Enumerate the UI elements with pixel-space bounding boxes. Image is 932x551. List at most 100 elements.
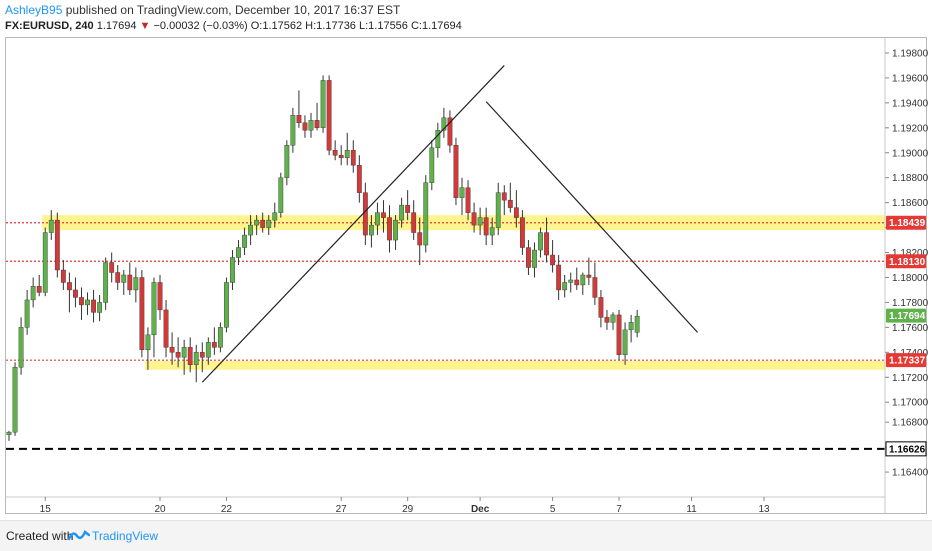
candle: [85, 292, 90, 315]
candle: [326, 75, 332, 156]
price-change: −0.00032 (−0.03%): [153, 20, 248, 32]
candle-body: [574, 279, 580, 286]
candle-body: [284, 145, 290, 178]
candle: [181, 339, 187, 375]
author-link[interactable]: AshleyB95: [5, 3, 63, 17]
candle: [163, 299, 169, 358]
candle: [453, 137, 459, 206]
candle-body: [459, 187, 465, 198]
candle: [411, 200, 417, 241]
candle-body: [103, 262, 109, 303]
published-text: published on TradingView.com, December 1…: [65, 3, 401, 17]
candle-body: [254, 219, 260, 226]
candle-body: [501, 192, 507, 201]
tradingview-link[interactable]: TradingView: [92, 529, 159, 543]
chart-area[interactable]: [5, 37, 927, 514]
candle: [387, 205, 392, 253]
level-price-tag-1-box: [886, 215, 926, 230]
candle-body: [278, 177, 284, 213]
time-tick-label: 15: [40, 504, 52, 515]
candle-body: [211, 342, 217, 348]
candle: [266, 215, 272, 236]
candle-body: [121, 274, 127, 283]
candle-body: [314, 120, 320, 129]
candle: [48, 210, 54, 241]
candle-body: [290, 115, 296, 146]
candle-body: [42, 232, 48, 293]
candle-body: [441, 117, 447, 131]
candle-body: [465, 187, 471, 213]
candle: [60, 260, 66, 290]
candle: [507, 182, 513, 213]
candle-body: [308, 120, 314, 131]
candle: [308, 112, 314, 138]
candle: [610, 312, 616, 330]
candle: [79, 287, 84, 320]
candle: [369, 215, 374, 248]
candle: [217, 322, 223, 353]
candle-body: [562, 282, 568, 291]
candle-body: [338, 155, 344, 158]
level-price-tag-2: 1.18130: [886, 254, 926, 269]
candle: [381, 200, 386, 233]
candle-body: [429, 147, 435, 183]
candle: [187, 337, 193, 373]
candle-body: [73, 289, 78, 298]
candle-body: [344, 150, 350, 158]
symbol-label: FX:EURUSD, 240: [5, 20, 94, 32]
candle-body: [236, 247, 241, 258]
candle: [393, 215, 398, 251]
candle-body: [471, 212, 477, 226]
candle: [532, 242, 537, 278]
candle-body: [6, 431, 12, 435]
candle-body: [634, 315, 640, 333]
candle: [350, 140, 356, 173]
candle-body: [622, 329, 628, 356]
candle-body: [54, 219, 60, 271]
candle-body: [151, 282, 157, 336]
candle: [483, 207, 489, 246]
candle-body: [302, 122, 308, 131]
candle: [556, 255, 562, 300]
trendline-2: [485, 101, 699, 333]
candle-body: [266, 219, 272, 228]
candle-body: [30, 286, 36, 301]
candle-body: [60, 269, 66, 283]
candle: [199, 342, 205, 373]
candle-body: [36, 286, 42, 293]
tradingview-logo-icon[interactable]: [68, 528, 90, 542]
candle-body: [85, 299, 90, 306]
candle-body: [447, 117, 453, 146]
candle: [417, 217, 423, 266]
candle-body: [604, 317, 610, 323]
price-tick-label: 1.16800: [892, 418, 929, 429]
time-tick-label: 11: [686, 504, 697, 515]
current-price-tag-text: 1.17694: [889, 311, 926, 322]
highlight-zone-2: [144, 361, 886, 370]
candle: [314, 102, 320, 131]
candle: [538, 227, 543, 258]
candle-body: [18, 327, 24, 368]
support-price-tag-text: 1.16626: [889, 444, 926, 455]
price-tick-label: 1.19600: [892, 73, 929, 84]
level-price-tag-3-text: 1.17337: [889, 356, 926, 367]
candle-body: [507, 199, 513, 208]
candle: [362, 182, 368, 246]
candle: [211, 327, 217, 355]
candle-body: [66, 282, 72, 291]
price-tick-label: 1.19200: [892, 123, 929, 134]
candle: [338, 145, 344, 166]
support-price-tag: 1.16626: [885, 441, 927, 457]
candle: [574, 267, 580, 290]
time-tick-label: 20: [154, 504, 166, 515]
candle-body: [568, 279, 574, 283]
candle-body: [489, 227, 495, 236]
candle: [495, 182, 501, 236]
candle-body: [580, 274, 586, 286]
time-tick-label: 5: [550, 504, 556, 515]
price-tick-label: 1.18600: [892, 198, 929, 209]
candlestick-chart[interactable]: 1.164001.168001.170001.172001.174001.176…: [0, 0, 932, 520]
candle: [260, 212, 266, 233]
price-tick-label: 1.19000: [892, 148, 929, 159]
level-price-tag-2-box: [886, 254, 926, 269]
